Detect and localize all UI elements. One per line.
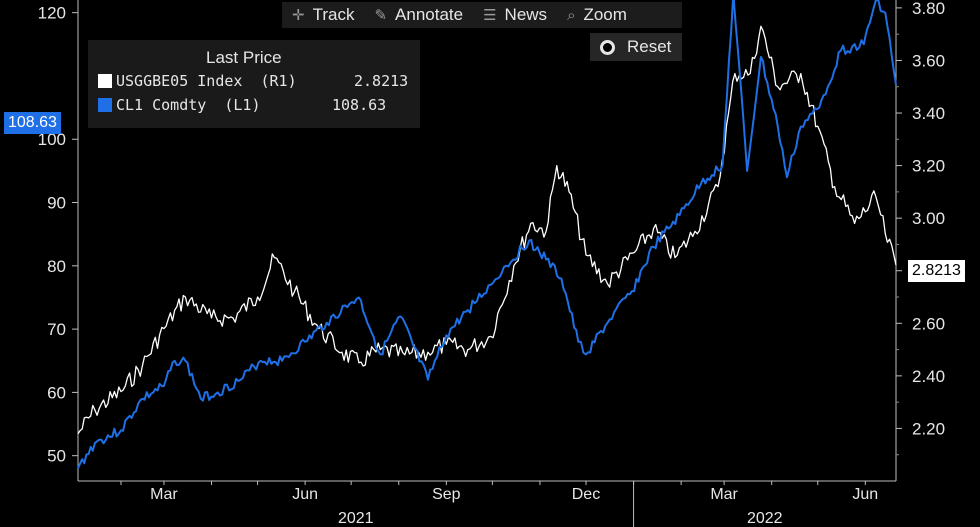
x-tick-label: Jun [292, 486, 318, 503]
left-last-value-tag: 108.63 [4, 112, 61, 134]
right-tick-label: 2.20 [912, 419, 945, 438]
track-label: Track [312, 5, 355, 24]
left-axis: 50 60 70 80 90 100 120 [38, 4, 78, 466]
series-line-usggbe05 [77, 25, 897, 435]
right-last-value-tag: 2.8213 [908, 260, 965, 282]
reset-label: Reset [627, 37, 672, 56]
right-tick-label: 3.20 [912, 157, 945, 176]
news-icon: ☰ [483, 7, 497, 24]
series-layer [77, 0, 897, 469]
right-axis: 2.202.402.602.803.003.203.403.603.80 [896, 0, 945, 456]
annotate-button[interactable]: ✎ Annotate [374, 5, 463, 25]
news-label: News [504, 5, 548, 24]
year-label-2022: 2022 [747, 510, 783, 527]
chart-toolbar: ✛ Track ✎ Annotate ☰ News ⌕ Zoom [282, 2, 682, 28]
track-button[interactable]: ✛ Track [292, 5, 354, 25]
crosshair-icon: ✛ [292, 7, 305, 24]
zoom-button[interactable]: ⌕ Zoom [567, 5, 627, 25]
legend-item-cl1[interactable]: CL1 Comdty (L1) 108.63 [98, 96, 386, 114]
news-button[interactable]: ☰ News [483, 5, 547, 25]
legend-series-value: 2.8213 [354, 72, 409, 90]
year-label-2021: 2021 [338, 510, 374, 527]
right-tick-label: 3.40 [912, 104, 945, 123]
x-tick-label: Sep [432, 486, 461, 503]
x-tick-label: Jun [852, 486, 878, 503]
legend-swatch-usggbe05 [98, 74, 112, 88]
pencil-icon: ✎ [374, 7, 388, 24]
left-tick-label: 100 [38, 130, 66, 149]
left-tick-label: 80 [47, 257, 66, 276]
x-tick-label: Mar [710, 486, 738, 503]
legend-series-value: 108.63 [332, 96, 387, 114]
left-tick-label: 60 [47, 383, 66, 402]
left-tick-label: 50 [47, 447, 66, 466]
x-tick-label: Mar [150, 486, 178, 503]
right-tick-label: 2.40 [912, 367, 945, 386]
legend-title: Last Price [206, 48, 282, 67]
legend: Last Price USGGBE05 Index (R1) 2.8213 CL… [88, 40, 420, 128]
legend-series-name: USGGBE05 Index (R1) [116, 72, 297, 90]
reset-button[interactable]: Reset [590, 33, 682, 61]
x-axis: Mar Jun Sep Dec Mar Jun 2021 2022 [120, 481, 878, 527]
annotate-label: Annotate [395, 5, 464, 24]
legend-swatch-cl1 [98, 98, 112, 112]
right-tick-label: 2.60 [912, 314, 945, 333]
legend-item-usggbe05[interactable]: USGGBE05 Index (R1) 2.8213 [98, 72, 408, 90]
right-tick-label: 3.80 [912, 0, 945, 18]
left-tick-label: 120 [38, 4, 66, 23]
left-tick-label: 70 [47, 320, 66, 339]
series-line-cl1 [77, 0, 897, 469]
right-tick-label: 3.00 [912, 209, 945, 228]
magnifier-icon: ⌕ [567, 6, 576, 24]
x-tick-label: Dec [572, 486, 600, 503]
radio-icon [600, 39, 615, 55]
left-tick-label: 90 [47, 194, 66, 213]
legend-series-name: CL1 Comdty (L1) [116, 96, 261, 114]
right-tick-label: 3.60 [912, 51, 945, 70]
zoom-label: Zoom [583, 5, 627, 24]
